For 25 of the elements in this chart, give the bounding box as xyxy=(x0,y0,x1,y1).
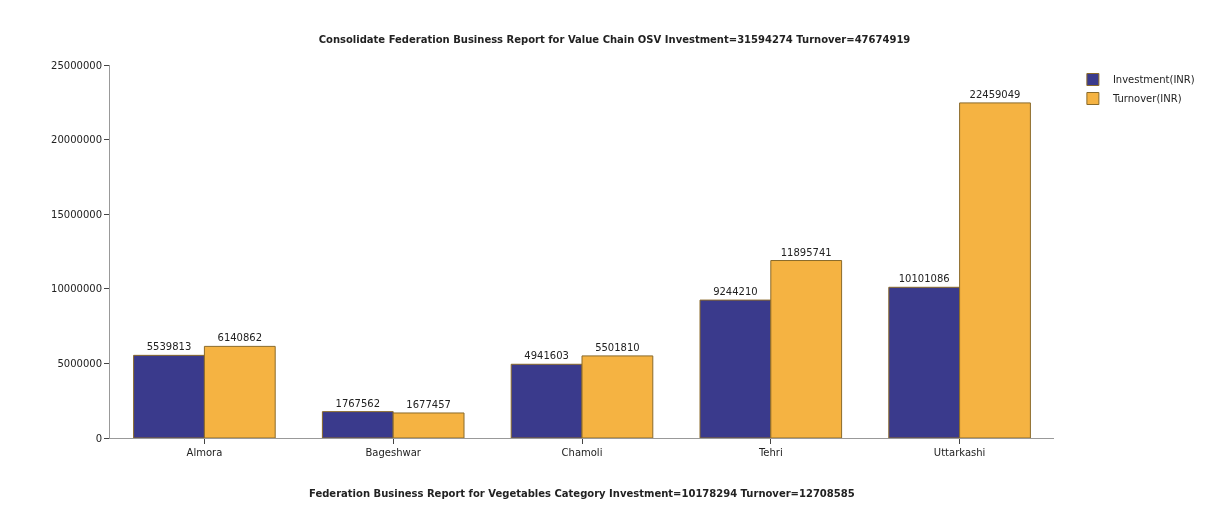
data-label: 22459049 xyxy=(969,88,1021,100)
data-label: 1767562 xyxy=(335,397,381,409)
y-tick-label: 15000000 xyxy=(51,208,102,220)
y-tick-label: 5000000 xyxy=(57,357,102,369)
x-tick-label: Bageshwar xyxy=(365,447,422,458)
data-label: 1677457 xyxy=(406,398,451,410)
text: Federation Business Report for Vegetables Category Investment=10178294 Turnover=12708585 xyxy=(309,488,855,499)
y-tick-label: 10000000 xyxy=(51,283,102,295)
x-tick-label: Tehri xyxy=(757,447,783,458)
data-label: 9244210 xyxy=(713,286,758,298)
legend-label: Investment(INR) xyxy=(1112,74,1195,86)
x-tick-label: Almora xyxy=(186,447,223,458)
x-tick-label: Chamoli xyxy=(561,447,603,458)
chart-title: Consolidate Federation Business Report for Value Chain OSV Investment=31594274 Turnover=47674919 xyxy=(318,33,911,45)
y-tick-label: 0 xyxy=(95,432,102,444)
y-tick-label: 20000000 xyxy=(51,134,102,146)
data-label: 10101086 xyxy=(898,273,950,285)
data-label: 4941603 xyxy=(524,350,569,362)
data-label: 11895741 xyxy=(780,246,832,258)
data-label: 6140862 xyxy=(217,332,263,344)
legend-label: Turnover(INR) xyxy=(1111,93,1182,105)
y-tick-label: 25000000 xyxy=(51,59,102,71)
data-label: 5539813 xyxy=(146,341,192,353)
data-label: 5501810 xyxy=(595,341,640,353)
x-tick-label: Uttarkashi xyxy=(933,447,986,458)
